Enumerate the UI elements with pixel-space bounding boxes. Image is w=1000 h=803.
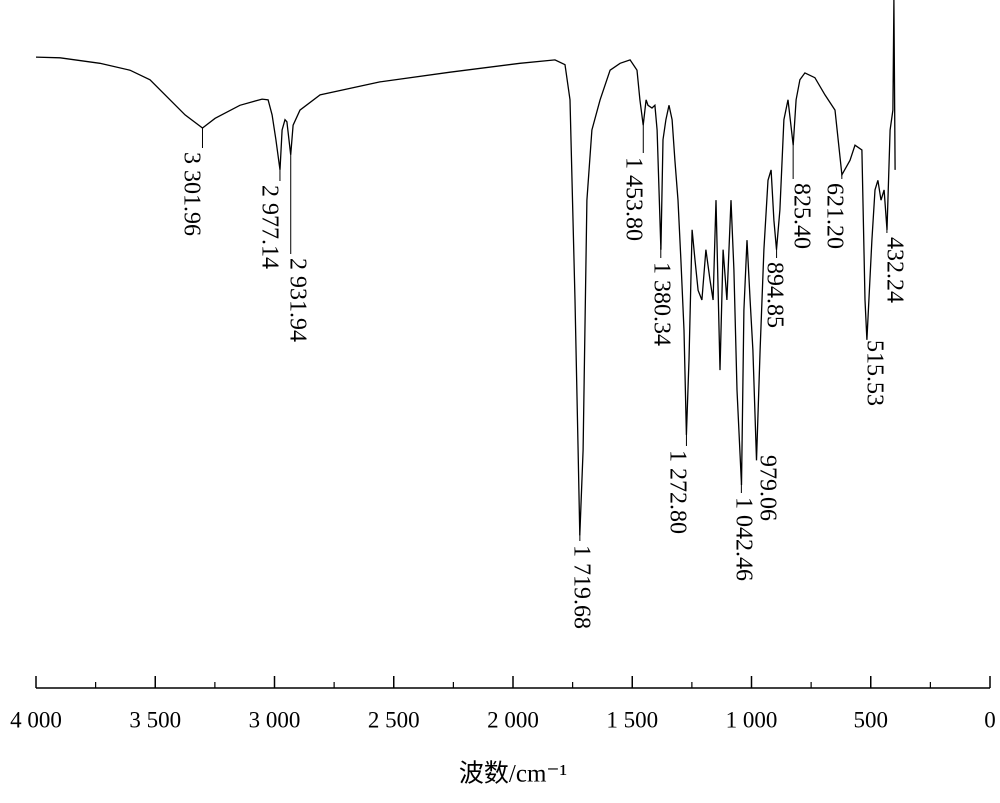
annotation-label: 1 453.80 xyxy=(620,157,646,241)
annotation-label: 1 380.34 xyxy=(648,262,674,346)
x-axis-label: 波数/cm⁻¹ xyxy=(459,760,567,788)
x-tick-label: 2 500 xyxy=(368,707,420,732)
x-tick-label: 1 000 xyxy=(726,707,778,732)
annotation-label: 432.24 xyxy=(881,237,907,303)
annotation-label: 2 931.94 xyxy=(284,258,310,342)
annotation-label: 2 977.14 xyxy=(256,185,282,269)
x-tick-label: 2 000 xyxy=(487,707,539,732)
x-tick-label: 0 xyxy=(984,707,996,732)
x-tick-label: 1 500 xyxy=(606,707,658,732)
annotation-label: 3 301.96 xyxy=(178,152,204,236)
x-tick-label: 500 xyxy=(854,707,889,732)
annotation-label: 1 719.68 xyxy=(568,545,594,629)
x-tick-label: 3 000 xyxy=(249,707,301,732)
x-tick-label: 3 500 xyxy=(129,707,181,732)
annotation-label: 979.06 xyxy=(754,455,780,521)
annotation-label: 894.85 xyxy=(761,262,787,328)
annotation-label: 1 272.80 xyxy=(664,450,690,534)
x-tick-label: 4 000 xyxy=(10,707,62,732)
annotation-label: 1 042.46 xyxy=(730,497,756,581)
annotation-label: 621.20 xyxy=(821,183,847,249)
annotation-label: 825.40 xyxy=(788,183,814,249)
annotation-label: 515.53 xyxy=(861,340,887,406)
